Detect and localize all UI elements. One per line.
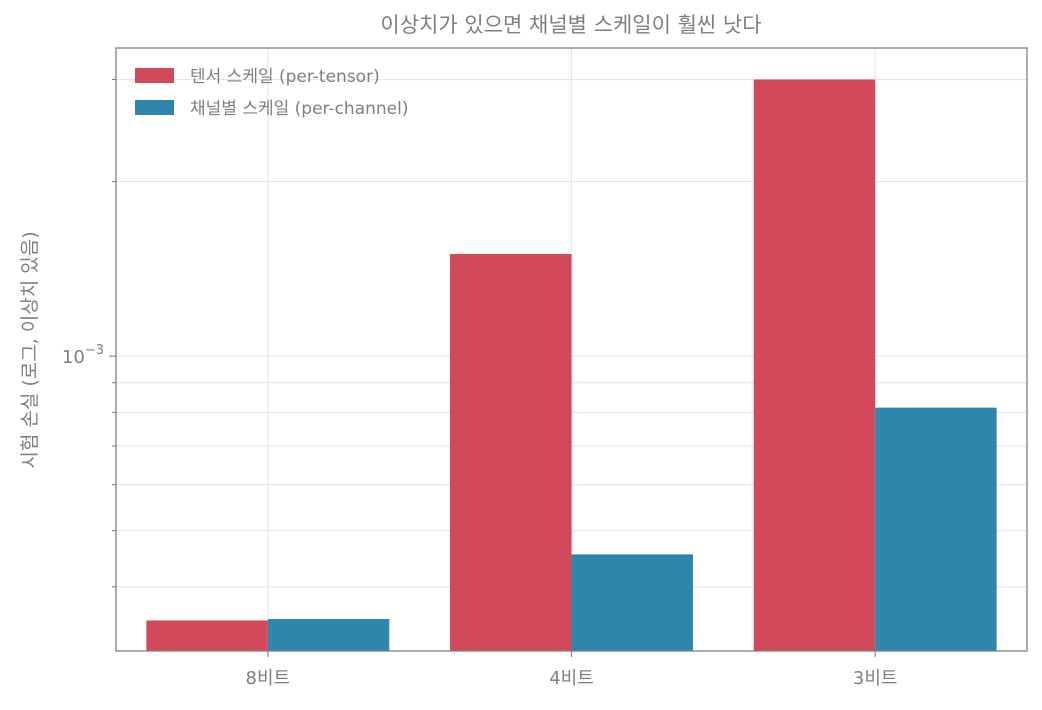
x-tick-label: 8비트 <box>246 668 291 689</box>
bars <box>146 79 997 652</box>
bar <box>753 79 876 652</box>
legend-swatch <box>135 68 174 83</box>
legend-label: 채널별 스케일 (per-channel) <box>190 99 408 119</box>
x-tick-labels: 8비트 4비트 3비트 <box>246 668 898 689</box>
bar <box>875 407 997 651</box>
y-axis-label: 시험 손실 (로그, 이상치 있음) <box>19 231 41 468</box>
y-tick-label: 10−3 <box>62 343 104 368</box>
x-tick-label: 4비트 <box>549 668 594 689</box>
bar <box>146 620 268 651</box>
bar <box>450 254 572 652</box>
legend-swatch <box>135 100 174 115</box>
chart-title: 이상치가 있으면 채널별 스케일이 훨씬 낫다 <box>380 13 761 37</box>
axis-ticks <box>109 78 876 657</box>
bar <box>571 554 693 651</box>
legend: 텐서 스케일 (per-tensor) 채널별 스케일 (per-channel) <box>135 67 408 119</box>
x-tick-label: 3비트 <box>853 668 898 689</box>
bar <box>267 619 390 651</box>
y-tick-labels: 10−3 <box>62 343 104 368</box>
legend-label: 텐서 스케일 (per-tensor) <box>190 67 380 87</box>
